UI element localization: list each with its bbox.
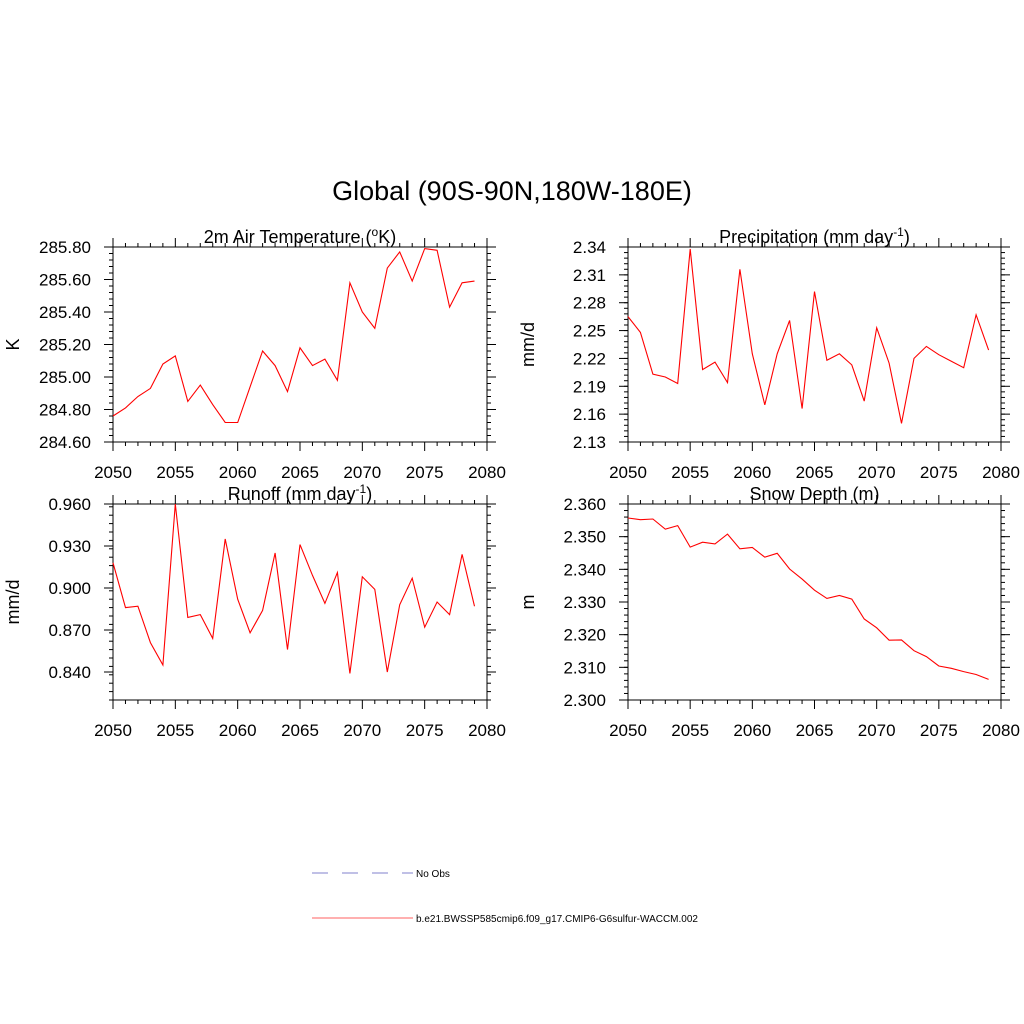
x-tick-label: 2065	[796, 463, 834, 482]
x-tick-label: 2065	[281, 721, 319, 740]
x-tick-label: 2055	[156, 463, 194, 482]
y-tick-label: 2.31	[573, 266, 606, 285]
plot-frame	[112, 246, 488, 443]
y-tick-label: 2.16	[573, 405, 606, 424]
x-tick-label: 2055	[671, 463, 709, 482]
panel-title: Precipitation (mm day-1)	[719, 225, 910, 247]
y-tick-label: 0.900	[48, 579, 91, 598]
panel-title-tail: K)	[378, 227, 396, 247]
series-line	[112, 503, 476, 674]
y-tick-label: 2.310	[563, 658, 606, 677]
y-tick-label: 2.330	[563, 593, 606, 612]
x-tick-label: 2080	[982, 463, 1020, 482]
x-tick-label: 2050	[609, 721, 647, 740]
y-tick-label: 2.340	[563, 560, 606, 579]
plot-frame	[112, 503, 488, 701]
y-tick-label: 0.870	[48, 621, 91, 640]
legend-series-label: b.e21.BWSSP585cmip6.f09_g17.CMIP6-G6sulf…	[416, 914, 698, 925]
x-tick-label: 2060	[733, 463, 771, 482]
panel-title: Snow Depth (m)	[749, 484, 879, 504]
series-line	[627, 517, 989, 680]
x-tick-label: 2075	[406, 721, 444, 740]
x-tick-label: 2060	[219, 721, 257, 740]
x-tick-label: 2080	[982, 721, 1020, 740]
y-tick-label: 285.60	[39, 271, 91, 290]
x-tick-label: 2055	[671, 721, 709, 740]
y-tick-label: 285.20	[39, 336, 91, 355]
y-tick-label: 285.40	[39, 303, 91, 322]
plot-frame	[627, 246, 1002, 443]
panel-title-superscript: -1	[356, 482, 367, 496]
panel-precipitation: 2050 2055 2060 2065 2070 2075 2080 2.13 2.16 2.19…	[518, 225, 1020, 482]
y-tick-label: 2.320	[563, 626, 606, 645]
x-tick-label: 2050	[94, 721, 132, 740]
x-tick-label: 2060	[733, 721, 771, 740]
x-tick-label: 2075	[920, 721, 958, 740]
y-tick-label: 2.360	[563, 495, 606, 514]
y-tick-label: 2.28	[573, 294, 606, 313]
panel-title-main: 2m Air Temperature (	[204, 227, 372, 247]
panel-title-superscript: -1	[893, 225, 904, 239]
x-tick-label: 2075	[920, 463, 958, 482]
panel-title: 2m Air Temperature (oK)	[204, 225, 396, 247]
legend: No Obs b.e21.BWSSP585cmip6.f09_g17.CMIP6…	[312, 869, 698, 925]
y-tick-label: 2.300	[563, 691, 606, 710]
panel-title: Runoff (mm day-1)	[228, 482, 372, 504]
panel-title-main: Snow Depth (m)	[749, 484, 879, 504]
series-line	[112, 247, 475, 424]
y-axis-label: mm/d	[3, 580, 23, 625]
panel-title-tail: )	[904, 227, 910, 247]
y-tick-label: 284.60	[39, 433, 91, 452]
x-tick-label: 2050	[609, 463, 647, 482]
y-tick-label: 2.25	[573, 322, 606, 341]
y-axis-label: K	[3, 338, 23, 350]
panel-title-tail: )	[366, 484, 372, 504]
y-tick-label: 0.930	[48, 537, 91, 556]
y-tick-label: 2.22	[573, 349, 606, 368]
x-tick-label: 2065	[281, 463, 319, 482]
x-tick-label: 2070	[858, 463, 896, 482]
panel-runoff: 2050 2055 2060 2065 2070 2075 2080 0.840 0.870 0.…	[3, 482, 506, 740]
x-tick-label: 2065	[796, 721, 834, 740]
y-tick-label: 2.13	[573, 433, 606, 452]
y-tick-label: 284.80	[39, 401, 91, 420]
y-tick-label: 0.960	[48, 495, 91, 514]
x-tick-label: 2080	[468, 721, 506, 740]
panel-air-temperature: 2050 2055 2060 2065 2070 2075 2080 284.60 284.80…	[3, 225, 506, 482]
y-tick-label: 285.00	[39, 368, 91, 387]
x-tick-label: 2080	[468, 463, 506, 482]
x-tick-label: 2070	[858, 721, 896, 740]
x-tick-label: 2060	[219, 463, 257, 482]
panel-title-superscript: o	[372, 225, 379, 239]
plot-frame	[627, 503, 1002, 701]
figure-title: Global (90S-90N,180W-180E)	[332, 176, 692, 206]
x-tick-label: 2050	[94, 463, 132, 482]
series-line	[627, 248, 990, 424]
x-tick-label: 2075	[406, 463, 444, 482]
legend-obs-label: No Obs	[416, 869, 450, 880]
y-axis-label: m	[518, 595, 538, 610]
x-tick-label: 2055	[156, 721, 194, 740]
y-tick-label: 2.19	[573, 377, 606, 396]
y-tick-label: 2.350	[563, 528, 606, 547]
y-tick-label: 0.840	[48, 663, 91, 682]
y-tick-label: 2.34	[573, 238, 606, 257]
panel-snow-depth: 2050 2055 2060 2065 2070 2075 2080 2.300 2.310 2.…	[518, 484, 1020, 740]
x-tick-label: 2070	[343, 721, 381, 740]
y-axis-label: mm/d	[518, 322, 538, 367]
panel-title-main: Runoff (mm day	[228, 484, 356, 504]
panel-title-main: Precipitation (mm day	[719, 227, 893, 247]
y-tick-label: 285.80	[39, 238, 91, 257]
x-tick-label: 2070	[343, 463, 381, 482]
